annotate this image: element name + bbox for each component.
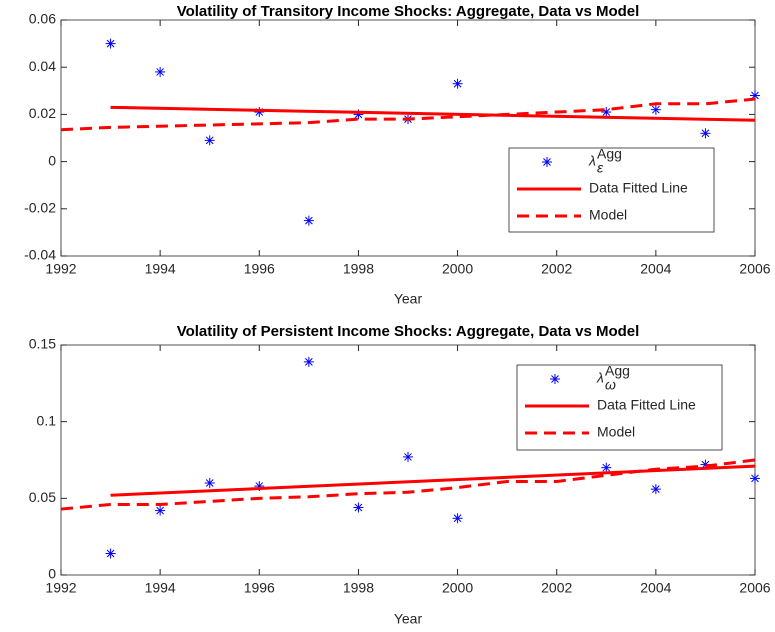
legend-marker: [550, 374, 560, 384]
asterisk-stroke: [205, 136, 214, 145]
x-tick-label: 2002: [541, 261, 572, 277]
data-point: [155, 66, 166, 77]
y-tick-label: 0.1: [37, 412, 57, 428]
y-tick-label: 0: [48, 566, 56, 582]
plot-area: [60, 19, 756, 257]
asterisk-stroke: [106, 39, 115, 48]
data-point: [452, 78, 463, 89]
x-axis-label: Year: [394, 611, 423, 627]
chart-title: Volatility of Transitory Income Shocks: …: [177, 3, 640, 20]
y-tick-label: -0.02: [24, 200, 56, 216]
asterisk-stroke: [652, 485, 660, 493]
data-point: [650, 484, 661, 495]
x-tick-label: 1994: [145, 580, 176, 596]
data-point: [452, 513, 463, 524]
asterisk-stroke: [205, 479, 214, 487]
legend-marker: [542, 157, 552, 167]
series: [110, 464, 756, 497]
data-point: [303, 215, 314, 226]
x-tick-label: 1996: [244, 580, 275, 596]
line: [60, 97, 756, 132]
x-tick-label: 2002: [541, 580, 572, 596]
y-tick-label: 0.15: [29, 336, 56, 352]
y-tick-label: -0.04: [24, 247, 56, 263]
asterisk-stroke: [453, 79, 462, 88]
x-tick-label: 2000: [442, 580, 473, 596]
asterisk-stroke: [404, 453, 412, 461]
series: [105, 356, 760, 559]
plot-area: [60, 344, 756, 576]
data-point: [204, 135, 215, 146]
legend-label-sub: ω: [605, 377, 616, 393]
legend-label-sup: Agg: [605, 363, 630, 379]
data-point: [303, 356, 314, 367]
x-tick-label: 2006: [739, 580, 770, 596]
data-point: [750, 473, 760, 484]
x-tick-label: 1996: [244, 261, 275, 277]
chart-title: Volatility of Persistent Income Shocks: …: [177, 323, 640, 340]
data-point: [353, 502, 364, 513]
x-tick-label: 1992: [45, 580, 76, 596]
x-tick-label: 1992: [45, 261, 76, 277]
asterisk-stroke: [652, 105, 660, 114]
asterisk-stroke: [453, 514, 462, 523]
line: [60, 458, 756, 511]
x-tick-label: 1998: [343, 580, 374, 596]
data-point: [155, 505, 166, 516]
x-tick-label: 2006: [739, 261, 770, 277]
legend-label-sub: ε: [597, 160, 604, 176]
x-tick-label: 2004: [640, 261, 671, 277]
data-point: [105, 548, 116, 559]
legend-label: Data Fitted Line: [589, 180, 688, 196]
series: [60, 458, 756, 511]
asterisk-stroke: [106, 549, 115, 558]
legend-label: Data Fitted Line: [597, 397, 696, 413]
asterisk-stroke: [602, 463, 611, 472]
legend-label: Model: [597, 424, 635, 440]
legend-label: λ: [596, 370, 604, 386]
line: [110, 464, 756, 497]
asterisk-stroke: [701, 129, 710, 138]
asterisk-stroke: [551, 375, 559, 383]
legend-label: Model: [589, 207, 627, 223]
asterisk-stroke: [751, 474, 759, 483]
asterisk-stroke: [543, 158, 551, 166]
y-tick-label: 0.06: [29, 11, 56, 27]
legend-label: λ: [588, 153, 596, 169]
y-tick-label: 0.02: [29, 105, 56, 121]
asterisk-stroke: [305, 216, 313, 225]
data-point: [650, 104, 661, 115]
x-tick-label: 1998: [343, 261, 374, 277]
x-axis-label: Year: [394, 291, 423, 307]
line: [110, 105, 756, 122]
data-point: [254, 107, 265, 118]
asterisk-stroke: [156, 68, 164, 76]
y-tick-label: 0.04: [29, 58, 56, 74]
series: [110, 105, 756, 122]
series: [60, 97, 756, 132]
asterisk-stroke: [305, 358, 313, 366]
data-point: [403, 451, 413, 462]
x-tick-label: 2000: [442, 261, 473, 277]
legend-label-sup: Agg: [597, 146, 622, 162]
asterisk-stroke: [354, 503, 363, 512]
x-tick-label: 1994: [145, 261, 176, 277]
asterisk-stroke: [602, 108, 611, 116]
y-tick-label: 0: [48, 152, 56, 168]
data-point: [700, 128, 711, 139]
data-point: [204, 478, 215, 488]
data-point: [105, 38, 116, 49]
asterisk-stroke: [156, 506, 164, 515]
x-tick-label: 2004: [640, 580, 671, 596]
data-point: [601, 462, 612, 473]
y-tick-label: 0.05: [29, 489, 56, 505]
asterisk-stroke: [701, 460, 710, 469]
